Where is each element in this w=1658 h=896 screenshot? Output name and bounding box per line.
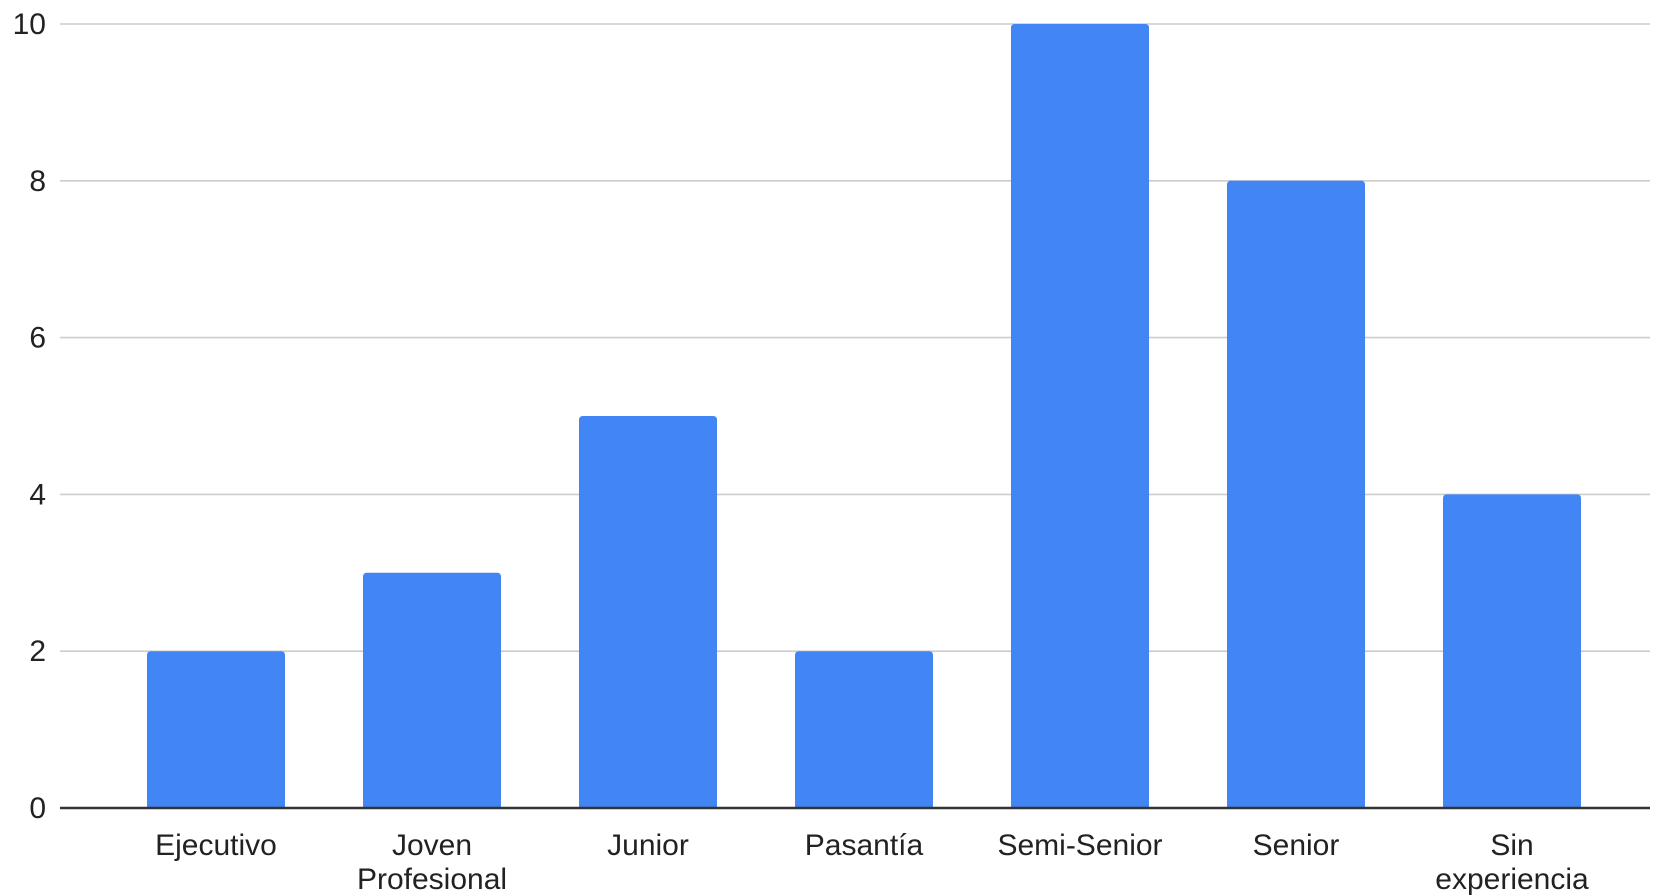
x-tick-label: Pasantía [805, 829, 924, 862]
bar-1 [147, 651, 285, 808]
bars [147, 24, 1581, 809]
y-axis-tick-labels: 0 2 4 6 8 10 [13, 8, 46, 825]
y-tick-label: 6 [29, 322, 46, 355]
x-tick-label: Senior [1253, 829, 1340, 862]
y-tick-label: 4 [29, 478, 46, 511]
bar-6 [1227, 180, 1365, 809]
bar-7 [1443, 494, 1581, 808]
bar-5 [1011, 24, 1149, 808]
bar-4 [795, 651, 933, 808]
x-axis-tick-labels: Ejecutivo Joven Profesional Junior Pasantía S… [155, 829, 1589, 896]
x-tick-label: Junior [607, 829, 689, 862]
x-tick-label: Semi-Senior [997, 829, 1162, 862]
y-tick-label: 0 [29, 792, 46, 825]
gridlines [60, 23, 1650, 653]
y-tick-label: 10 [13, 8, 46, 41]
x-tick-label: Joven Profesional [357, 829, 507, 896]
bar-2 [363, 572, 501, 808]
x-tick-label: Ejecutivo [155, 829, 277, 862]
bar-3 [579, 416, 717, 808]
y-tick-label: 8 [29, 165, 46, 198]
y-tick-label: 2 [29, 635, 46, 668]
x-tick-label: Sin experiencia [1435, 829, 1589, 896]
